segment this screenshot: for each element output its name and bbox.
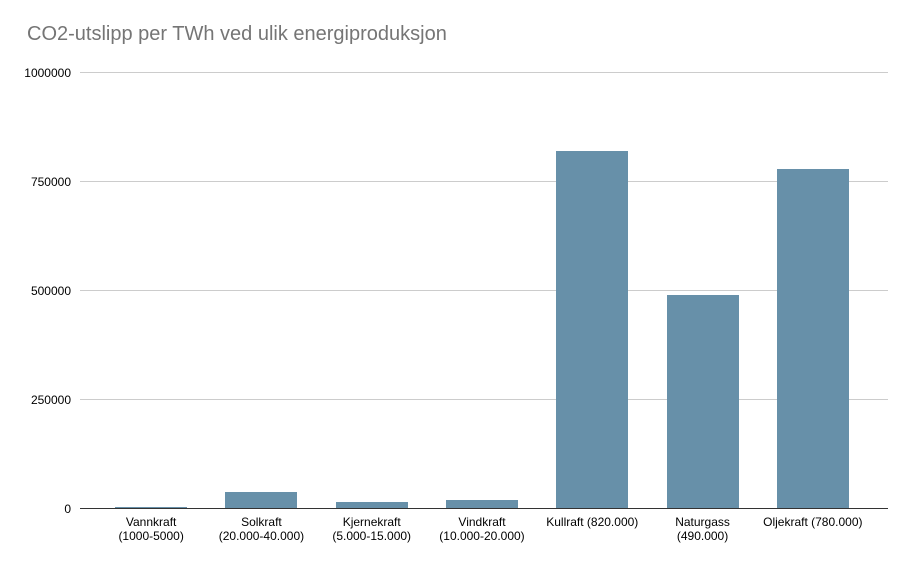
bar[interactable]	[666, 295, 739, 509]
x-axis-label-line: (10.000-20.000)	[439, 529, 525, 543]
y-tick-label: 1000000	[24, 66, 71, 80]
bar[interactable]	[445, 500, 518, 509]
bar[interactable]	[776, 168, 849, 509]
bar-slot	[758, 73, 868, 509]
bar-slot	[647, 73, 757, 509]
x-axis-category-label: Naturgass (490.000)	[647, 515, 757, 543]
gridline	[80, 399, 888, 400]
bar[interactable]	[225, 491, 298, 509]
x-axis-label-line: Kjernekraft	[342, 515, 401, 529]
x-axis-label-line: Vannkraft	[125, 515, 177, 529]
y-tick-label: 750000	[30, 175, 71, 189]
gridline	[80, 72, 888, 73]
bar-slot	[317, 73, 427, 509]
bar-slot	[537, 73, 647, 509]
x-axis-label-line: Solkraft	[241, 515, 282, 529]
x-axis-category-label: Vannkraft (1000-5000)	[96, 515, 206, 543]
x-axis-line	[80, 508, 888, 509]
x-axis-label-line: Kullraft (820.000)	[546, 515, 639, 529]
chart-title: CO2-utslipp per TWh ved ulik energiprodu…	[27, 23, 447, 45]
bars-band	[96, 73, 868, 509]
x-axis-label-line: Vindkraft	[458, 515, 506, 529]
y-tick-label: 500000	[30, 284, 71, 298]
x-axis-category-label: Kullraft (820.000)	[537, 515, 647, 543]
gridline	[80, 181, 888, 182]
plot-area: 0 250000 500000 750000 1000000 Vannkraft (100…	[24, 67, 888, 543]
y-tick-label: 0	[64, 502, 71, 516]
x-axis-label-line: (490.000)	[676, 529, 729, 543]
x-axis-category-label: Kjernekraft (5.000-15.000)	[317, 515, 427, 543]
x-axis-label-line: Oljekraft (780.000)	[763, 515, 863, 529]
x-axis-category-label: Vindkraft (10.000-20.000)	[427, 515, 537, 543]
y-tick-label: 250000	[30, 393, 71, 407]
bar[interactable]	[335, 502, 408, 509]
x-axis-category-label: Solkraft (20.000-40.000)	[206, 515, 316, 543]
gridline	[80, 290, 888, 291]
x-axis-labels: Vannkraft (1000-5000) Solkraft (20.000-40.0…	[96, 515, 868, 543]
x-axis-label-line: (1000-5000)	[118, 529, 184, 543]
bar-slot	[96, 73, 206, 509]
bar-slot	[206, 73, 316, 509]
x-axis-label-line: Naturgass	[675, 515, 730, 529]
x-axis-label-line: (20.000-40.000)	[218, 529, 305, 543]
x-axis-category-label: Oljekraft (780.000)	[758, 515, 868, 543]
bar-slot	[427, 73, 537, 509]
x-axis-label-line: (5.000-15.000)	[332, 529, 412, 543]
bar[interactable]	[115, 506, 188, 509]
bar[interactable]	[556, 151, 629, 509]
